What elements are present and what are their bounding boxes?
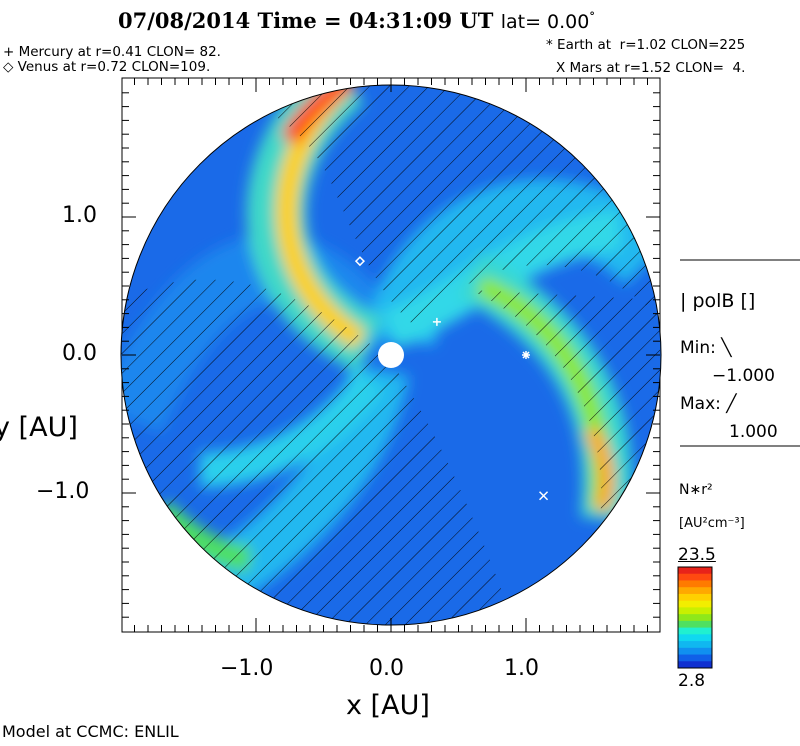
degree-symbol: ° [589, 10, 595, 23]
colorbar-units: [AU²cm⁻³] [679, 516, 745, 531]
polarity-min-label: Min: [680, 338, 716, 358]
colorbar-quantity: N∗r² [679, 482, 713, 498]
venus-marker [354, 256, 366, 267]
colorbar-swatch [678, 647, 712, 656]
x-tick-label: −1.0 [220, 656, 274, 681]
x-tick-label: 1.0 [504, 656, 539, 681]
colorbar-swatch [678, 634, 712, 642]
colorbar-swatch [678, 627, 712, 635]
polarity-max-row: Max: ╱ [680, 394, 737, 414]
colorbar-swatch [678, 614, 712, 622]
colorbar [677, 566, 713, 669]
title-date: 07/08/2014 [118, 8, 251, 33]
mercury-marker [432, 317, 441, 326]
polarity-max-value: 1.000 [729, 422, 778, 442]
colorbar-swatch [678, 593, 712, 602]
earth-marker [522, 351, 530, 359]
colorbar-min: 2.8 [678, 671, 706, 691]
earth-label: * Earth at r=1.02 CLON=225 [546, 37, 746, 53]
plot-title: 07/08/2014 Time = 04:31:09 UT lat= 0.00° [118, 8, 595, 33]
colorbar-swatch [678, 607, 712, 615]
colorbar-swatch [678, 641, 712, 649]
x-tick-label: 0.0 [369, 656, 404, 681]
colorbar-swatch [678, 654, 712, 662]
polarity-max-label: Max: [680, 394, 721, 414]
planet-markers [354, 256, 549, 501]
x-axis-label: x [AU] [346, 690, 430, 721]
colorbar-max: 23.5 [678, 545, 716, 565]
colorbar-swatch [678, 661, 712, 669]
colorbar-swatch [678, 600, 712, 608]
y-tick-label: −1.0 [36, 479, 90, 504]
sun [378, 342, 404, 368]
polarity-label: polB [] [692, 290, 756, 312]
hatch-region [121, 279, 520, 625]
colorbar-swatch [678, 587, 712, 595]
colorbar-swatch [678, 580, 712, 588]
y-tick-label: 1.0 [62, 203, 97, 228]
polarity-min-value: −1.000 [712, 366, 775, 386]
mercury-label: + Mercury at r=0.41 CLON= 82. [3, 44, 221, 60]
mars-marker [539, 491, 549, 501]
title-time: Time = 04:31:09 UT [257, 8, 494, 33]
venus-label: ◇ Venus at r=0.72 CLON=109. [3, 59, 211, 75]
mars-label: X Mars at r=1.52 CLON= 4. [556, 60, 746, 76]
colorbar-swatch [678, 567, 712, 575]
polarity-min-row: Min: ╲ [680, 338, 732, 358]
axis-ticks [122, 78, 660, 632]
title-lat: lat= 0.00 [500, 11, 590, 33]
hatch-region [121, 85, 660, 330]
polarity-label-row: | polB [] [680, 290, 756, 312]
y-axis-label: y [AU] [0, 412, 78, 443]
colorbar-swatch [678, 620, 712, 629]
y-tick-label: 0.0 [62, 341, 97, 366]
colorbar-swatch [678, 573, 712, 581]
density-map [121, 85, 661, 625]
footer-credit: Model at CCMC: ENLIL [2, 722, 179, 741]
hatch-region [470, 290, 660, 520]
